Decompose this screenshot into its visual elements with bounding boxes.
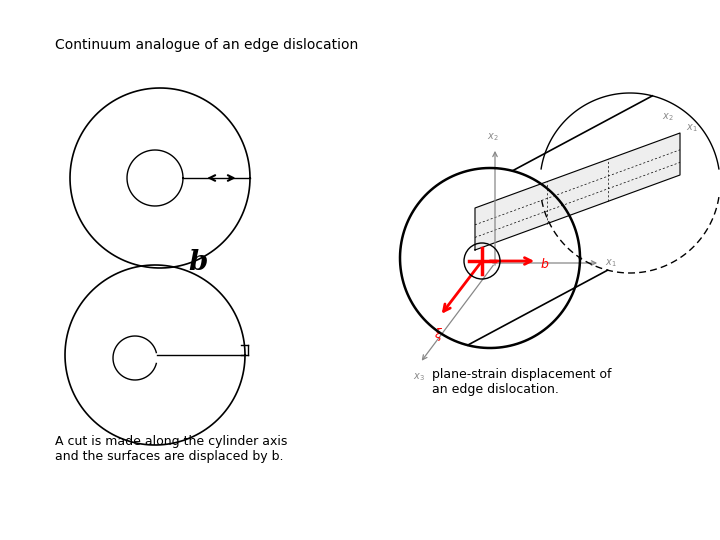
Text: plane-strain displacement of
an edge dislocation.: plane-strain displacement of an edge dis…: [432, 368, 611, 396]
Text: A cut is made along the cylinder axis
and the surfaces are displaced by b.: A cut is made along the cylinder axis an…: [55, 435, 287, 463]
Text: Continuum analogue of an edge dislocation: Continuum analogue of an edge dislocatio…: [55, 38, 359, 52]
Text: $x_2$: $x_2$: [487, 131, 499, 143]
Text: b: b: [189, 248, 207, 275]
Text: $\xi$: $\xi$: [434, 326, 443, 343]
Text: $b$: $b$: [540, 257, 549, 271]
Text: $x_3$: $x_3$: [413, 371, 425, 383]
Text: $x_2$: $x_2$: [662, 111, 674, 123]
Text: $x_1$: $x_1$: [686, 122, 698, 134]
Polygon shape: [475, 133, 680, 250]
Text: $x_1$: $x_1$: [605, 257, 616, 269]
